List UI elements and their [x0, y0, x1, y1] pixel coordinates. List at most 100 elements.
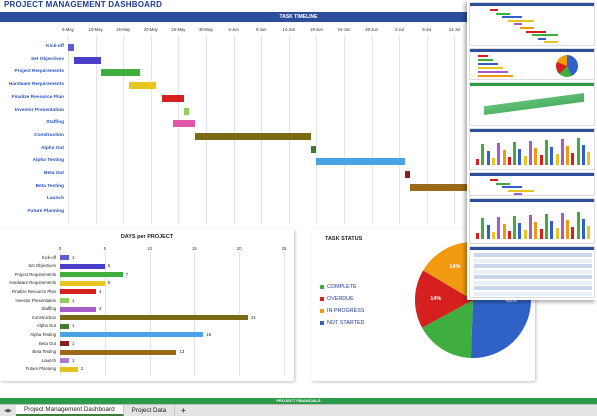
tab-project-management-dashboard[interactable]: Project Management Dashboard [16, 405, 124, 416]
thumbnail-column [582, 219, 585, 239]
thumbnail-bar [538, 37, 546, 40]
days-value-label: 1 [71, 254, 75, 260]
thumbnail-column [571, 153, 575, 165]
pie-slice [423, 242, 473, 300]
legend-item: NOT STARTED [320, 320, 364, 326]
thumbnail-bar [478, 63, 498, 65]
gantt-bar [128, 82, 157, 90]
days-value-label: 4 [98, 288, 102, 294]
task-status-chart: TASK STATUS COMPLETE OVERDUE IN PROGRESS NO… [311, 229, 535, 381]
thumbnail-sheet[interactable] [469, 82, 595, 126]
gantt-chart: 5-May 10-May 15-May 20-May 25-May 30-May 4-Jun… [0, 24, 597, 224]
thumbnail-column [529, 141, 532, 165]
legend-label: IN PROGRESS [327, 308, 365, 314]
tab-project-data[interactable]: Project Data [124, 405, 176, 416]
days-axis-tick: 10 [147, 246, 152, 251]
days-grid-line [239, 252, 241, 376]
thumbnail-bar [514, 23, 522, 26]
thumbnail-column [518, 149, 522, 165]
days-value-label: 1 [71, 340, 75, 346]
thumbnail-column [476, 233, 479, 239]
gantt-date-label: 29-Jun [365, 27, 378, 32]
days-grid-line [194, 252, 196, 376]
thumbnail-column [576, 212, 580, 239]
gantt-task-label: Beta Testing [35, 183, 64, 189]
thumbnail-bar [532, 34, 558, 37]
add-sheet-icon[interactable]: + [180, 406, 186, 415]
gantt-date-label: 14-Jul [448, 27, 461, 32]
thumbnail-column [534, 222, 538, 239]
thumbnail-sheet[interactable] [469, 128, 595, 170]
thumbnail-column [582, 145, 585, 165]
thumbnail-column [518, 223, 522, 239]
gantt-bar [183, 107, 190, 115]
days-value-label: 7 [125, 271, 129, 277]
thumbnail-row [474, 291, 592, 296]
thumbnail-column [476, 159, 479, 165]
legend-item: COMPLETE [320, 284, 357, 290]
gantt-grid-line [261, 36, 263, 224]
thumbnail-sheet[interactable] [469, 2, 595, 46]
prev-sheet-icon[interactable]: ◀▶ [4, 407, 12, 414]
thumbnail-column [507, 231, 511, 239]
legend-label: OVERDUE [327, 296, 354, 302]
thumbnail-column [566, 146, 570, 165]
thumbnail-column [486, 225, 490, 239]
days-grid-line [60, 252, 61, 376]
gantt-task-label: Kick-off [46, 44, 64, 49]
thumbnail-sheet[interactable] [469, 172, 595, 196]
sheet-tab-bar: ◀▶ Project Management Dashboard Project … [0, 404, 597, 416]
thumbnail-row [474, 280, 592, 285]
thumbnail-row [474, 286, 592, 290]
days-category-label: Alpha Testing [30, 331, 56, 337]
days-axis-tick: 0 [58, 246, 62, 251]
days-axis-tick: 20 [236, 246, 242, 251]
days-bar [60, 349, 177, 355]
gantt-bar [410, 183, 482, 191]
thumbnail-sheet[interactable] [469, 48, 595, 80]
gantt-bar [68, 44, 74, 51]
gantt-date-label: 4-Jul [394, 27, 404, 32]
thumbnail-bar [478, 75, 513, 77]
days-bar [60, 298, 69, 303]
legend-swatch [320, 309, 324, 313]
days-value-label: 1 [71, 297, 75, 303]
thumbnail-column [502, 224, 506, 239]
thumbnail-column [486, 151, 490, 165]
days-bar [60, 272, 123, 278]
thumbnail-column [523, 230, 527, 239]
days-axis-tick: 25 [281, 246, 287, 251]
days-bar [60, 315, 249, 321]
days-bar [60, 280, 105, 286]
thumbnail-row [474, 258, 592, 263]
thumbnail-sheet[interactable] [469, 198, 595, 244]
gantt-date-label: 5-May [62, 27, 74, 32]
pie-slice-label: 14% [430, 296, 442, 303]
days-category-label: Beta Testing [32, 349, 56, 355]
thumbnail-bar [478, 55, 488, 57]
thumbnail-header [470, 199, 594, 202]
gantt-grid-line [68, 36, 69, 224]
days-category-label: Kick-off [41, 254, 56, 260]
pie-slice [415, 270, 473, 328]
task-timeline-header: TASK TIMELINE [0, 12, 597, 22]
thumbnail-column [507, 157, 511, 165]
thumbnail-row [474, 269, 592, 274]
days-value-label: 1 [71, 323, 75, 329]
thumbnail-sheet[interactable] [469, 246, 595, 298]
gantt-task-label: Investor Presentation [14, 107, 64, 113]
thumbnail-column [544, 214, 548, 239]
days-bar [60, 263, 105, 269]
dashboard-thumbnail-preview[interactable] [467, 0, 597, 300]
days-bar [60, 358, 69, 364]
gantt-task-label: Alpha Testing [32, 158, 64, 164]
thumbnail-column [550, 147, 554, 165]
thumbnail-column [534, 148, 538, 165]
thumbnail-bar [478, 71, 508, 73]
gantt-grid-line [123, 36, 125, 224]
days-bar [60, 255, 69, 260]
gantt-task-label: Finalize Resource Plan [11, 94, 64, 100]
thumbnail-bar [490, 9, 498, 11]
gantt-grid-line [399, 36, 401, 224]
thumbnail-header [470, 129, 594, 132]
